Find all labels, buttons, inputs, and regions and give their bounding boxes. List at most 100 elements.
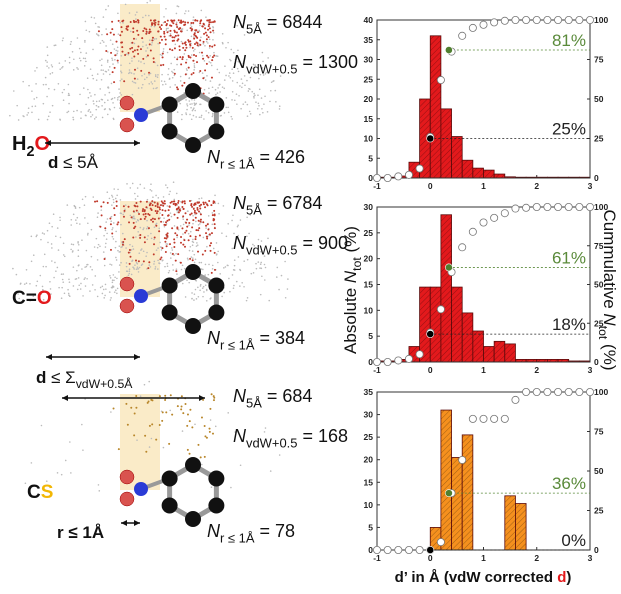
cloud-dot xyxy=(205,79,207,81)
cloud-dot xyxy=(215,94,217,96)
cumulative-point xyxy=(395,546,402,553)
figure: N5Å = 6844NvdW+0.5 = 1300Nr ≤ 1Å = 426N5… xyxy=(0,0,621,594)
cloud-dot xyxy=(187,39,189,41)
cloud-dot xyxy=(121,41,123,43)
cloud-dot xyxy=(78,244,80,246)
cloud-dot xyxy=(91,269,93,271)
y-tick-label: 25 xyxy=(364,432,374,442)
cloud-dot xyxy=(134,43,136,45)
cloud-dot xyxy=(116,278,118,280)
cloud-dot xyxy=(217,87,219,89)
cloud-dot xyxy=(52,72,54,74)
cloud-dot xyxy=(137,21,139,23)
cloud-dot xyxy=(161,24,163,26)
cloud-dot xyxy=(113,279,115,281)
cloud-dot xyxy=(211,65,213,67)
cloud-dot xyxy=(161,420,163,422)
cloud-dot xyxy=(173,246,175,248)
cloud-dot xyxy=(248,90,250,92)
cloud-dot xyxy=(205,202,207,204)
cumulative-point xyxy=(533,16,540,23)
cloud-dot xyxy=(119,22,121,24)
cloud-dot xyxy=(188,10,190,12)
x-tick-label: 3 xyxy=(588,553,593,563)
cloud-dot xyxy=(118,33,120,35)
cloud-dot xyxy=(150,219,152,221)
cloud-dot xyxy=(133,56,135,58)
cloud-dot xyxy=(223,88,225,90)
cloud-dot xyxy=(80,111,82,113)
cloud-dot xyxy=(81,239,83,241)
count-r: Nr ≤ 1Å = 384 xyxy=(207,328,305,352)
cloud-dot xyxy=(129,72,131,74)
cloud-dot xyxy=(110,297,112,299)
cloud-dot xyxy=(190,246,192,248)
cloud-dot xyxy=(146,228,148,230)
y-tick-label: 10 xyxy=(364,305,374,315)
cloud-dot xyxy=(194,110,196,112)
cloud-dot xyxy=(111,28,113,30)
cumulative-point xyxy=(459,32,466,39)
cloud-dot xyxy=(211,46,213,48)
cloud-dot xyxy=(113,207,115,209)
cloud-dot xyxy=(239,285,241,287)
cloud-dot xyxy=(240,219,242,221)
cloud-dot xyxy=(212,56,214,58)
cloud-dot xyxy=(230,487,232,489)
cloud-dot xyxy=(158,197,160,199)
cloud-dot xyxy=(199,25,201,27)
cloud-dot xyxy=(134,412,136,414)
cloud-dot xyxy=(70,249,72,251)
cloud-dot xyxy=(203,33,205,35)
x-tick-label: 0 xyxy=(428,365,433,375)
cloud-dot xyxy=(163,196,165,198)
text-part: = 384 xyxy=(254,328,305,348)
cloud-dot xyxy=(94,201,96,203)
cloud-dot xyxy=(130,215,132,217)
cloud-dot xyxy=(87,233,89,235)
text-part: N xyxy=(233,12,247,32)
cloud-dot xyxy=(212,265,214,267)
cloud-dot xyxy=(45,84,47,86)
bar xyxy=(473,168,484,178)
cloud-dot xyxy=(103,41,105,43)
cloud-dot xyxy=(264,95,266,97)
percent-annotation: 0% xyxy=(561,531,586,550)
cloud-dot xyxy=(262,112,264,114)
cloud-dot xyxy=(151,209,153,211)
cloud-dot xyxy=(79,48,81,50)
cloud-dot xyxy=(227,42,229,44)
cloud-dot xyxy=(192,223,194,225)
y-tick-label: 20 xyxy=(364,455,374,465)
cloud-dot xyxy=(115,241,117,243)
cloud-dot xyxy=(31,112,33,114)
cloud-dot xyxy=(178,200,180,202)
cloud-dot xyxy=(151,190,153,192)
cloud-dot xyxy=(193,254,195,256)
cloud-dot xyxy=(198,198,200,200)
cloud-dot xyxy=(131,216,133,218)
highlight-point xyxy=(445,46,452,53)
cloud-dot xyxy=(209,431,211,433)
cloud-dot xyxy=(22,81,24,83)
cumulative-point xyxy=(533,388,540,395)
cloud-dot xyxy=(111,264,113,266)
cloud-dot xyxy=(63,242,65,244)
cloud-dot xyxy=(119,80,121,82)
cloud-dot xyxy=(39,275,41,277)
oxygen-atom xyxy=(120,118,134,132)
cloud-dot xyxy=(213,32,215,34)
cloud-dot xyxy=(159,263,161,265)
y2-axis-label: Cummulative Ntot (%) xyxy=(596,210,619,371)
cloud-dot xyxy=(149,214,151,216)
cloud-dot xyxy=(234,99,236,101)
cloud-dot xyxy=(184,49,186,51)
cloud-dot xyxy=(52,66,54,68)
cloud-dot xyxy=(193,54,195,56)
cumulative-point xyxy=(395,173,402,180)
count-5a: N5Å = 6844 xyxy=(233,12,322,36)
carbon-atom xyxy=(162,124,178,140)
carbon-atom xyxy=(162,471,178,487)
cloud-dot xyxy=(58,287,60,289)
cloud-dot xyxy=(209,245,211,247)
